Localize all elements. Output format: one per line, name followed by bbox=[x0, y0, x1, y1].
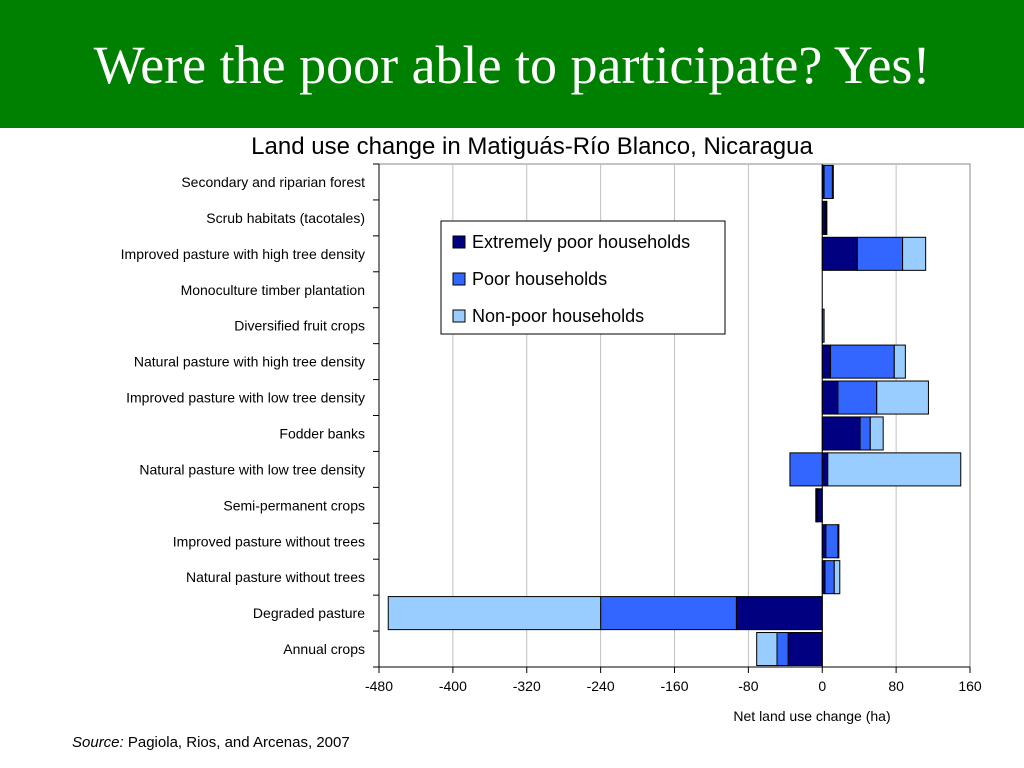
bars bbox=[387, 164, 962, 667]
x-tick-label: 0 bbox=[818, 678, 826, 694]
bar-segment bbox=[876, 380, 929, 415]
source-label: Source: bbox=[72, 734, 124, 751]
category-label: Improved pasture without trees bbox=[173, 533, 365, 549]
legend-swatch bbox=[452, 235, 466, 249]
x-tick-label: -80 bbox=[738, 678, 758, 694]
bar-segment bbox=[821, 344, 832, 379]
bar-segment bbox=[776, 632, 789, 667]
bar-segment bbox=[833, 560, 841, 595]
legend-box bbox=[440, 220, 726, 335]
bar-segment bbox=[830, 344, 895, 379]
x-tick-label: -480 bbox=[365, 678, 393, 694]
chart-title: Land use change in Matiguás-Río Blanco, … bbox=[251, 133, 813, 160]
category-labels: Secondary and riparian forest Scrub habit… bbox=[121, 174, 366, 657]
bar-segment bbox=[831, 164, 834, 199]
bar-segment bbox=[387, 596, 602, 631]
category-label: Scrub habitats (tacotales) bbox=[206, 210, 365, 226]
bar-segment bbox=[815, 488, 818, 523]
bar-segment bbox=[821, 452, 829, 487]
x-tick-label: -320 bbox=[513, 678, 541, 694]
category-label: Natural pasture without trees bbox=[186, 569, 365, 585]
bar-segment bbox=[825, 200, 828, 235]
bar-segment bbox=[823, 164, 833, 199]
bar-segment bbox=[859, 416, 871, 451]
bar-segment bbox=[735, 596, 823, 631]
title-bar bbox=[0, 0, 1024, 128]
bar-segment bbox=[893, 344, 906, 379]
bar-segment bbox=[837, 524, 840, 559]
legend-swatch bbox=[452, 272, 466, 286]
category-label: Diversified fruit crops bbox=[234, 318, 365, 334]
bar-segment bbox=[902, 236, 927, 271]
bar-segment bbox=[789, 452, 823, 487]
legend-label: Poor households bbox=[472, 269, 607, 289]
x-tick-label: -400 bbox=[439, 678, 467, 694]
tick-labels: -480 -400 -320 -240 -160 -80 0 80 160 bbox=[365, 678, 982, 694]
legend-label: Non-poor households bbox=[472, 306, 644, 326]
bar-segment bbox=[869, 416, 884, 451]
bar-segment bbox=[827, 452, 962, 487]
x-tick-label: 80 bbox=[888, 678, 904, 694]
source-note: Source: Pagiola, Rios, and Arcenas, 2007 bbox=[72, 734, 350, 751]
bar-segment bbox=[817, 488, 823, 523]
bar-segment bbox=[600, 596, 737, 631]
category-label: Improved pasture with high tree density bbox=[121, 246, 365, 262]
category-label: Fodder banks bbox=[279, 425, 365, 441]
category-label: Degraded pasture bbox=[253, 605, 365, 621]
bar-segment bbox=[821, 524, 827, 559]
category-label: Improved pasture with low tree density bbox=[126, 390, 365, 406]
bar-segment bbox=[825, 524, 839, 559]
bar-segment bbox=[787, 632, 823, 667]
chart: Land use change in Matiguás-Río Blanco, … bbox=[121, 133, 982, 724]
x-tick-label: -160 bbox=[660, 678, 688, 694]
slide-title: Were the poor able to participate? Yes! bbox=[93, 35, 931, 95]
bar-segment bbox=[856, 236, 904, 271]
x-tick-label: 160 bbox=[958, 678, 982, 694]
category-label: Natural pasture with low tree density bbox=[139, 461, 365, 477]
bar-segment bbox=[756, 632, 778, 667]
bar-segment bbox=[821, 380, 839, 415]
bar-segment bbox=[837, 380, 878, 415]
x-axis-label: Net land use change (ha) bbox=[733, 708, 890, 724]
bar-segment bbox=[821, 416, 861, 451]
legend-label: Extremely poor households bbox=[472, 232, 690, 252]
bar-segment bbox=[824, 560, 835, 595]
axes bbox=[373, 163, 971, 673]
legend: Extremely poor households Poor households… bbox=[440, 220, 726, 335]
x-tick-label: -240 bbox=[587, 678, 615, 694]
category-label: Natural pasture with high tree density bbox=[134, 354, 365, 370]
category-label: Secondary and riparian forest bbox=[181, 174, 365, 190]
category-label: Annual crops bbox=[283, 641, 365, 657]
bar-segment bbox=[821, 236, 858, 271]
category-label: Semi-permanent crops bbox=[223, 497, 365, 513]
source-text: Pagiola, Rios, and Arcenas, 2007 bbox=[123, 734, 350, 751]
legend-swatch bbox=[452, 309, 466, 323]
category-label: Monoculture timber plantation bbox=[181, 282, 365, 298]
